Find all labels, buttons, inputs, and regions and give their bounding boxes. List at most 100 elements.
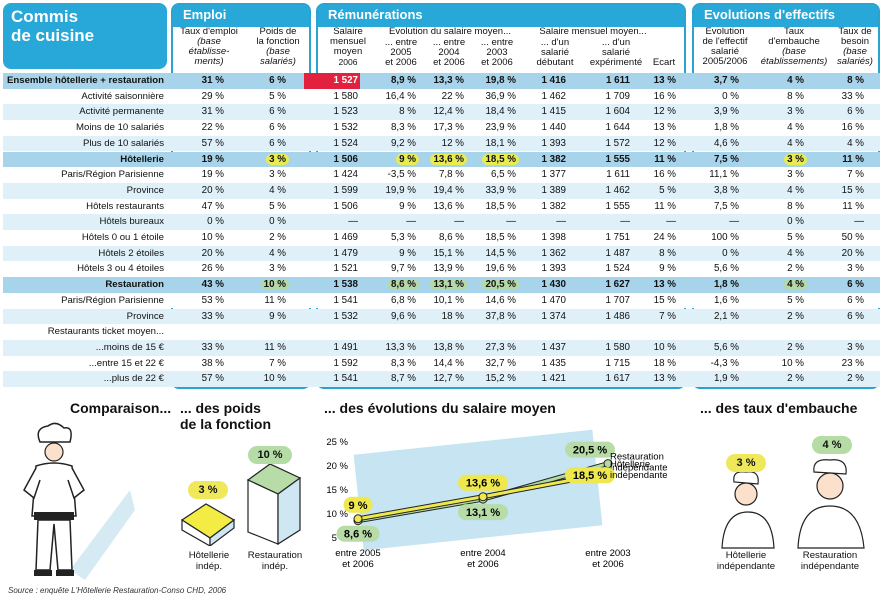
table-cell: 3 % [758,152,807,168]
poids-hotel-label: Hôtellerie indép. [188,550,230,572]
cell-value: 14,5 % [485,247,516,259]
table-cell: 7 % [246,356,286,372]
table-cell: 47 % [174,199,224,215]
table-cell: 5,6 % [697,261,739,277]
table-row [3,135,880,152]
cell-value: 7,5 % [713,200,739,212]
row-label: Paris/Région Parisienne [61,169,164,181]
taux-title: ... des taux d'embauche [700,400,858,416]
series-name-label: indépendante [610,463,668,474]
cell-value: 1,6 % [713,294,739,306]
table-cell: 1 527 [304,73,360,89]
table-cell: 11,1 % [697,167,739,183]
table-cell: 3,9 % [697,104,739,120]
title-line-2: de cuisine [11,26,95,45]
cell-value: -4,3 % [710,357,739,369]
table-cell: — [424,214,464,230]
cell-value: 1 437 [541,341,566,353]
table-cell: 16,4 % [376,89,416,105]
table-cell: 18 % [644,356,676,372]
cell-value: 1 599 [333,184,358,196]
cell-value: — [454,216,464,228]
row-label: ...moins de 15 € [95,341,164,353]
table-cell: 20 % [834,246,864,262]
cell-value: 12,7 % [433,373,464,385]
cell-value: 19,8 % [485,75,516,86]
cell-value: 0 % [207,216,224,228]
table-row [3,308,880,325]
cell-value: 6 % [847,106,864,118]
table-cell: 19,9 % [376,183,416,199]
table-cell: 7 % [834,167,864,183]
table-cell: 13,3 % [424,73,464,89]
cell-value: 2 % [787,341,804,353]
cell-value: 1 611 [606,75,630,86]
table-row [3,230,880,246]
table-cell: 1 430 [528,277,566,293]
table-cell: 33 % [834,89,864,105]
table-cell: 31 % [174,73,224,89]
table-cell: 1 393 [528,261,566,277]
cell-value: 6,5 % [490,169,516,181]
cell-value: 1,8 % [713,122,739,134]
cell-value: 5 % [269,200,286,212]
table-cell: -3,5 % [376,167,416,183]
cell-value: 1 572 [605,137,630,149]
table-cell: — [834,214,864,230]
table-cell: 3 % [246,261,286,277]
table-cell: 9 % [376,246,416,262]
cell-value: 1 524 [333,137,358,149]
table-cell: 10 % [174,230,224,246]
cell-value: — [666,216,676,228]
cell-value: 10,1 % [433,294,464,306]
cell-value: 57 % [201,373,224,385]
table-cell: 18 % [424,309,464,325]
cell-value: 53 % [201,294,224,306]
table-cell: 3 % [246,152,289,168]
table-cell: 8 % [758,199,804,215]
table-cell: 2 % [758,371,804,387]
cell-value: 7,8 % [438,169,464,181]
table-cell: 1 599 [320,183,358,199]
cell-value: 6 % [269,75,286,86]
table-cell: 57 % [174,371,224,387]
table-cell: 23,9 % [472,120,516,136]
table-cell: 9 % [644,261,676,277]
poids-resto-label: Restauration indép. [247,550,303,572]
comparaison-title: Comparaison... [70,400,172,416]
cell-value: 9 % [396,153,419,165]
table-cell: 2,1 % [697,309,739,325]
poids-hotel-pill: 3 % [188,481,228,499]
cell-value: 15 % [841,184,864,196]
table-cell: 1 523 [320,104,358,120]
header-debutant: ... d'un salarié débutant [536,37,574,68]
cell-value: 3 % [847,263,864,275]
table-cell: 3,7 % [697,73,739,89]
table-row [3,261,880,278]
table-cell: 1 541 [320,371,358,387]
cell-value: 1 393 [541,137,566,149]
cell-value: 4 % [269,184,286,196]
table-cell: 8 % [834,73,864,89]
cell-value: 7 % [847,169,864,181]
table-cell: 9 % [376,199,416,215]
table-cell: 1 521 [320,261,358,277]
table-cell: — [644,214,676,230]
table-row [3,182,880,199]
cell-value: 12 % [441,137,464,149]
cell-value: 20 % [201,247,224,259]
cell-value: 1 462 [541,90,566,102]
table-cell: 1 555 [588,152,630,168]
cell-value: 16,4 % [385,90,416,102]
cell-value: 0 % [722,247,739,259]
table-cell: 19 % [174,167,224,183]
x-tick-label: entre 2005 [335,548,380,559]
series-name-label: indépendante [610,470,668,481]
table-row [3,104,880,121]
cell-value: 13,3 % [433,75,464,86]
cell-value: 7 % [269,357,286,369]
table-cell: 1 415 [528,104,566,120]
cell-value: 14,6 % [485,294,516,306]
poids-title: ... des poids de la fonction [180,400,271,432]
